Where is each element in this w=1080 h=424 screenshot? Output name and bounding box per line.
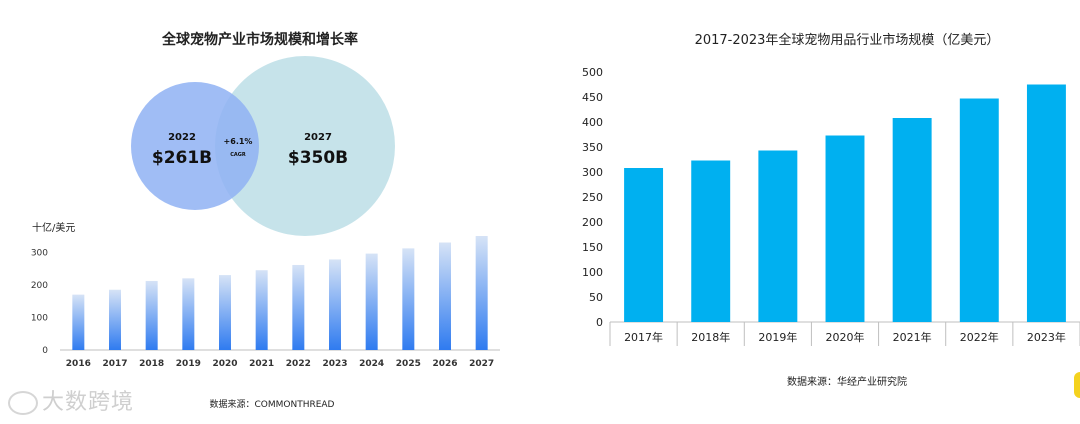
left-y-tick-label: 200: [31, 281, 48, 291]
right-panel: 2017-2023年全球宠物用品行业市场规模（亿美元） 0 50 100 150 200…: [540, 0, 1080, 420]
left-bar: [145, 280, 158, 350]
left-x-tick-label: 2017: [102, 359, 127, 369]
left-chart: 全球宠物产业市场规模和增长率 2022 $261B +6.1% CAGR 202…: [31, 31, 500, 410]
right-bar: [1026, 84, 1066, 322]
left-source: 数据来源：COMMONTHREAD: [209, 398, 334, 410]
left-x-tick-label: 2027: [469, 359, 494, 369]
left-x-axis: 2016 2017 2018 2019 2020 2021 2022 2023 2024 2025…: [66, 359, 494, 369]
right-y-tick-label: 0: [596, 316, 603, 329]
watermark-logo-icon: [8, 391, 38, 415]
right-chart-title: 2017-2023年全球宠物用品行业市场规模（亿美元）: [695, 32, 1000, 48]
left-x-tick-label: 2025: [396, 359, 421, 369]
right-y-tick-label: 100: [582, 266, 603, 279]
right-chart: 2017-2023年全球宠物用品行业市场规模（亿美元） 0 50 100 150 200…: [582, 32, 1080, 388]
left-bar: [475, 236, 488, 350]
right-x-tick-label: 2019年: [758, 330, 797, 344]
right-y-tick-label: 400: [582, 116, 603, 129]
right-source: 数据来源：华经产业研究院: [787, 375, 907, 388]
left-x-tick-label: 2021: [249, 359, 274, 369]
left-x-tick-label: 2019: [176, 359, 201, 369]
right-y-tick-label: 200: [582, 216, 603, 229]
venn-overlap-label: CAGR: [230, 152, 246, 158]
left-x-tick-label: 2018: [139, 359, 164, 369]
left-panel: 全球宠物产业市场规模和增长率 2022 $261B +6.1% CAGR 202…: [0, 0, 540, 420]
right-y-tick-label: 300: [582, 166, 603, 179]
right-x-tick-label: 2020年: [826, 330, 865, 344]
right-x-tick-label: 2022年: [960, 330, 999, 344]
left-x-tick-label: 2020: [212, 359, 237, 369]
right-y-tick-label: 250: [582, 191, 603, 204]
right-bar: [758, 150, 798, 322]
right-y-tick-label: 350: [582, 141, 603, 154]
left-bar: [329, 259, 341, 350]
right-bar: [624, 168, 664, 322]
left-y-tick-label: 100: [31, 313, 48, 323]
right-y-tick-label: 500: [582, 66, 603, 79]
right-x-tick-label: 2021年: [893, 330, 932, 344]
circle-2027: [215, 56, 395, 236]
left-x-tick-label: 2026: [432, 359, 457, 369]
left-x-tick-label: 2024: [359, 359, 384, 369]
left-y-axis: 0 100 200 300: [31, 248, 500, 356]
venn-left-value: $261B: [152, 148, 212, 168]
right-x-tick-label: 2023年: [1027, 330, 1066, 344]
left-y-tick-label: 300: [31, 248, 48, 258]
right-bars: [624, 84, 1066, 322]
left-y-tick-label: 0: [42, 346, 48, 356]
venn-left-year: 2022: [168, 132, 196, 143]
left-chart-title: 全球宠物产业市场规模和增长率: [161, 31, 358, 48]
venn-right-value: $350B: [288, 148, 348, 168]
left-bar: [72, 294, 85, 350]
left-x-tick-label: 2023: [322, 359, 347, 369]
right-y-tick-label: 50: [589, 291, 603, 304]
venn-right-year: 2027: [304, 132, 332, 143]
left-bar: [402, 248, 415, 350]
watermark-text: 大数跨境: [42, 390, 135, 415]
right-bar: [892, 118, 932, 322]
left-bars: [72, 236, 488, 350]
left-bar: [219, 275, 231, 350]
left-bar: [255, 270, 268, 350]
left-bar: [182, 278, 195, 350]
left-x-tick-label: 2022: [286, 359, 311, 369]
left-x-tick-label: 2016: [66, 359, 91, 369]
circle-2022: [131, 82, 259, 210]
left-bar: [365, 253, 378, 350]
venn-overlap-value: +6.1%: [224, 137, 253, 146]
right-bar: [825, 135, 865, 322]
left-bar: [292, 264, 305, 350]
floating-badge-icon: [1074, 372, 1080, 398]
right-bar: [691, 160, 731, 322]
left-unit-label: 十亿/美元: [32, 221, 75, 234]
right-x-tick-label: 2017年: [624, 330, 663, 344]
right-bar: [959, 98, 999, 322]
right-x-tick-label: 2018年: [691, 330, 730, 344]
left-bar: [439, 242, 451, 350]
right-y-tick-label: 150: [582, 241, 603, 254]
left-bar: [109, 289, 121, 350]
watermark: 大数跨境: [8, 384, 134, 416]
right-y-tick-label: 450: [582, 91, 603, 104]
right-y-axis: 0 50 100 150 200 250 300 350 400 450 500: [582, 66, 1080, 346]
right-x-axis: 2017年 2018年 2019年 2020年 2021年 2022年 2023年: [624, 330, 1066, 344]
